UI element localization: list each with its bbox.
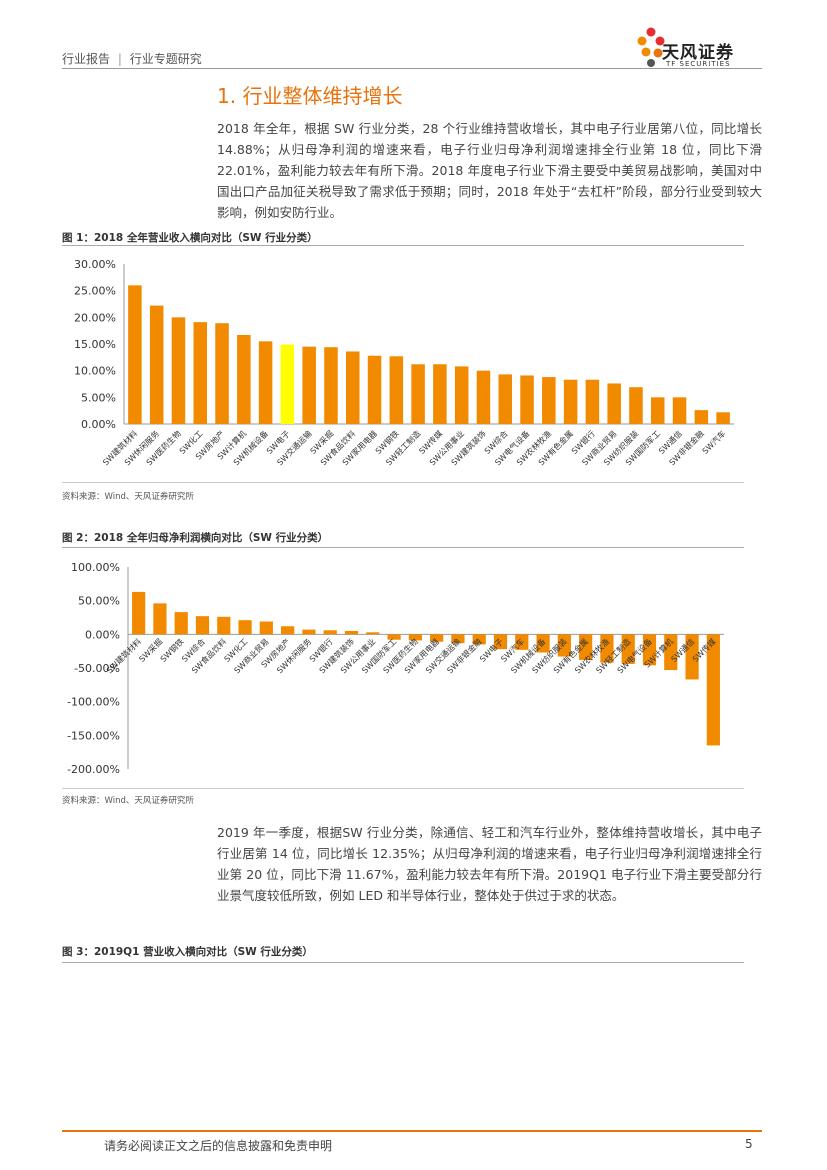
bar: [542, 377, 556, 424]
bar: [132, 591, 146, 635]
bar: [536, 634, 550, 653]
figure-1-source: 资料来源：Wind、天风证券研究所: [62, 492, 194, 502]
bar: [193, 322, 208, 424]
bar: [430, 634, 444, 642]
bar: [685, 634, 699, 680]
footer-divider: [62, 1130, 762, 1132]
section-title: 1. 行业整体维持增长: [217, 84, 403, 108]
bar: [217, 616, 231, 635]
bar: [344, 630, 359, 635]
page-number: 5: [745, 1137, 753, 1151]
bar: [664, 634, 678, 671]
logo-en: TF SECURITIES: [666, 60, 731, 68]
bar: [389, 356, 404, 424]
y-tick-label: 50.00%: [78, 595, 120, 608]
y-tick-label: 25.00%: [74, 285, 116, 298]
bar: [579, 634, 593, 660]
bar: [716, 412, 730, 424]
bar: [621, 634, 635, 664]
paragraph-2: 2019 年一季度，根据SW 行业分类，除通信、轻工和汽车行业外，整体维持营收增…: [217, 825, 762, 903]
bar: [650, 397, 665, 424]
figure-3-title-rule: [62, 962, 744, 963]
bar: [367, 355, 382, 424]
figure-3-title: 图 3：2019Q1 营业收入横向对比（SW 行业分类）: [62, 946, 313, 958]
figure-2-chart: -200.00% -150.00% -100.00% -50.00% 0.00% 50.0…: [67, 561, 724, 776]
figure-2-title-rule: [62, 547, 744, 548]
y-tick-label: 10.00%: [74, 365, 116, 378]
bar: [607, 383, 621, 424]
bar: [258, 341, 273, 424]
bar: [498, 374, 513, 424]
header-report-type: 行业报告 | 行业专题研究: [62, 52, 202, 66]
bar: [174, 612, 188, 635]
y-tick-label: -150.00%: [67, 729, 120, 742]
figure-1-source-rule: [62, 482, 744, 483]
bar: [323, 630, 337, 635]
bar: [515, 634, 529, 650]
bar: [238, 620, 252, 635]
figure-1-title-rule: [62, 245, 744, 246]
bar: [149, 305, 164, 424]
figure-2-source-rule: [62, 788, 744, 789]
bar: [433, 364, 447, 424]
x-tick-label: SW汽车: [700, 428, 728, 456]
bar: [563, 379, 578, 424]
figure-2-title: 图 2：2018 全年归母净利润横向对比（SW 行业分类）: [62, 532, 329, 544]
bar: [324, 347, 338, 424]
logo-cn: 天风证券: [662, 43, 734, 63]
bar: [128, 285, 142, 424]
bar: [408, 634, 422, 641]
bar: [706, 634, 720, 746]
y-tick-label: 15.00%: [74, 338, 116, 351]
x-tick-label: SW建筑材料: [104, 636, 143, 675]
y-tick-label: 100.00%: [71, 561, 120, 574]
bar: [281, 626, 295, 635]
bar: [153, 603, 167, 635]
paragraph-1: 2018 年全年，根据 SW 行业分类，28 个行业维持营收增长，其中电子行业居…: [217, 121, 762, 220]
y-tick-label: 5.00%: [81, 391, 116, 404]
y-tick-label: 0.00%: [85, 628, 120, 641]
bar: [600, 634, 614, 663]
bar: [302, 629, 316, 635]
bar: [451, 634, 465, 644]
bar: [585, 379, 600, 424]
y-tick-label: 30.00%: [74, 258, 116, 271]
header-divider: [62, 68, 762, 69]
bar: [302, 346, 316, 424]
bar: [387, 634, 401, 640]
bar: [366, 632, 380, 635]
bar: [476, 370, 491, 424]
bar: [520, 375, 534, 424]
y-tick-label: -100.00%: [67, 696, 120, 709]
bar: [557, 634, 571, 657]
tf-logo-icon: [637, 27, 665, 67]
y-tick-label: 20.00%: [74, 311, 116, 324]
bar: [672, 397, 687, 424]
y-tick-label: -50.00%: [74, 662, 120, 675]
footer-disclaimer: 请务必阅读正文之后的信息披露和免责申明: [104, 1139, 333, 1153]
bar: [195, 616, 210, 635]
bar: [259, 621, 273, 635]
figure-1-title: 图 1：2018 全年营业收入横向对比（SW 行业分类）: [62, 232, 318, 244]
bar: [629, 387, 643, 424]
bar: [215, 323, 229, 424]
y-tick-label: 0.00%: [81, 418, 116, 431]
bar: [411, 364, 425, 424]
bar: [642, 634, 657, 666]
figure-2-source: 资料来源：Wind、天风证券研究所: [62, 796, 194, 806]
bar: [694, 410, 709, 424]
bar: [345, 351, 360, 424]
bar: [237, 334, 251, 424]
y-tick-label: -200.00%: [67, 763, 120, 776]
bar: [280, 344, 295, 424]
bar: [171, 317, 186, 424]
figure-1-chart: 0.00% 5.00% 10.00% 15.00% 20.00% 25.00% 30.00%…: [74, 258, 734, 467]
bar: [472, 634, 486, 645]
bar: [493, 634, 508, 650]
bar: [454, 366, 469, 424]
